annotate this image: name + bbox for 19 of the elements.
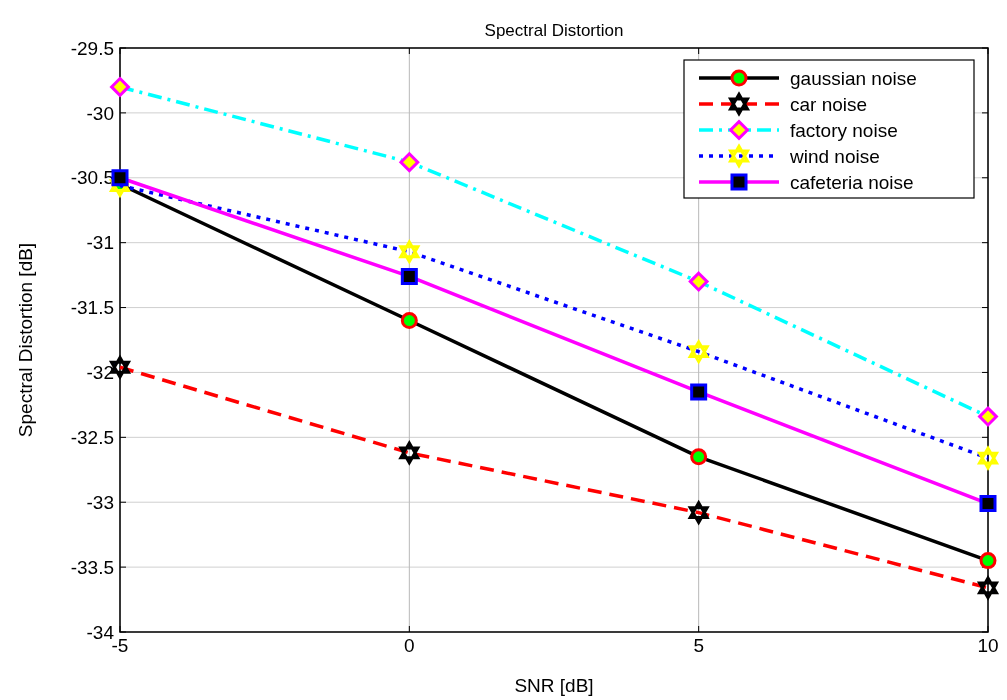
legend-label: wind noise — [789, 145, 880, 167]
y-tick-label: -31.5 — [70, 297, 114, 319]
y-tick-label: -29.5 — [70, 37, 114, 59]
legend-label: gaussian noise — [790, 67, 917, 89]
x-tick-label: 0 — [404, 635, 415, 656]
y-tick-label: -31 — [86, 232, 114, 254]
legend-label: cafeteria noise — [790, 171, 914, 193]
y-tick-label: -33.5 — [70, 556, 114, 578]
y-tick-label: -33 — [86, 491, 114, 513]
y-tick-label: -30 — [86, 102, 114, 124]
x-tick-label: 10 — [977, 635, 999, 656]
y-axis-title: Spectral Distortion [dB] — [15, 242, 36, 438]
chart-title: Spectral Distortion — [484, 21, 624, 40]
y-tick-label: -32.5 — [70, 426, 114, 448]
y-tick-label: -34 — [86, 621, 115, 643]
legend-label: factory noise — [790, 119, 898, 141]
x-tick-label: 5 — [693, 635, 704, 656]
legend-label: car noise — [790, 93, 868, 115]
x-axis-title: SNR [dB] — [514, 675, 594, 696]
